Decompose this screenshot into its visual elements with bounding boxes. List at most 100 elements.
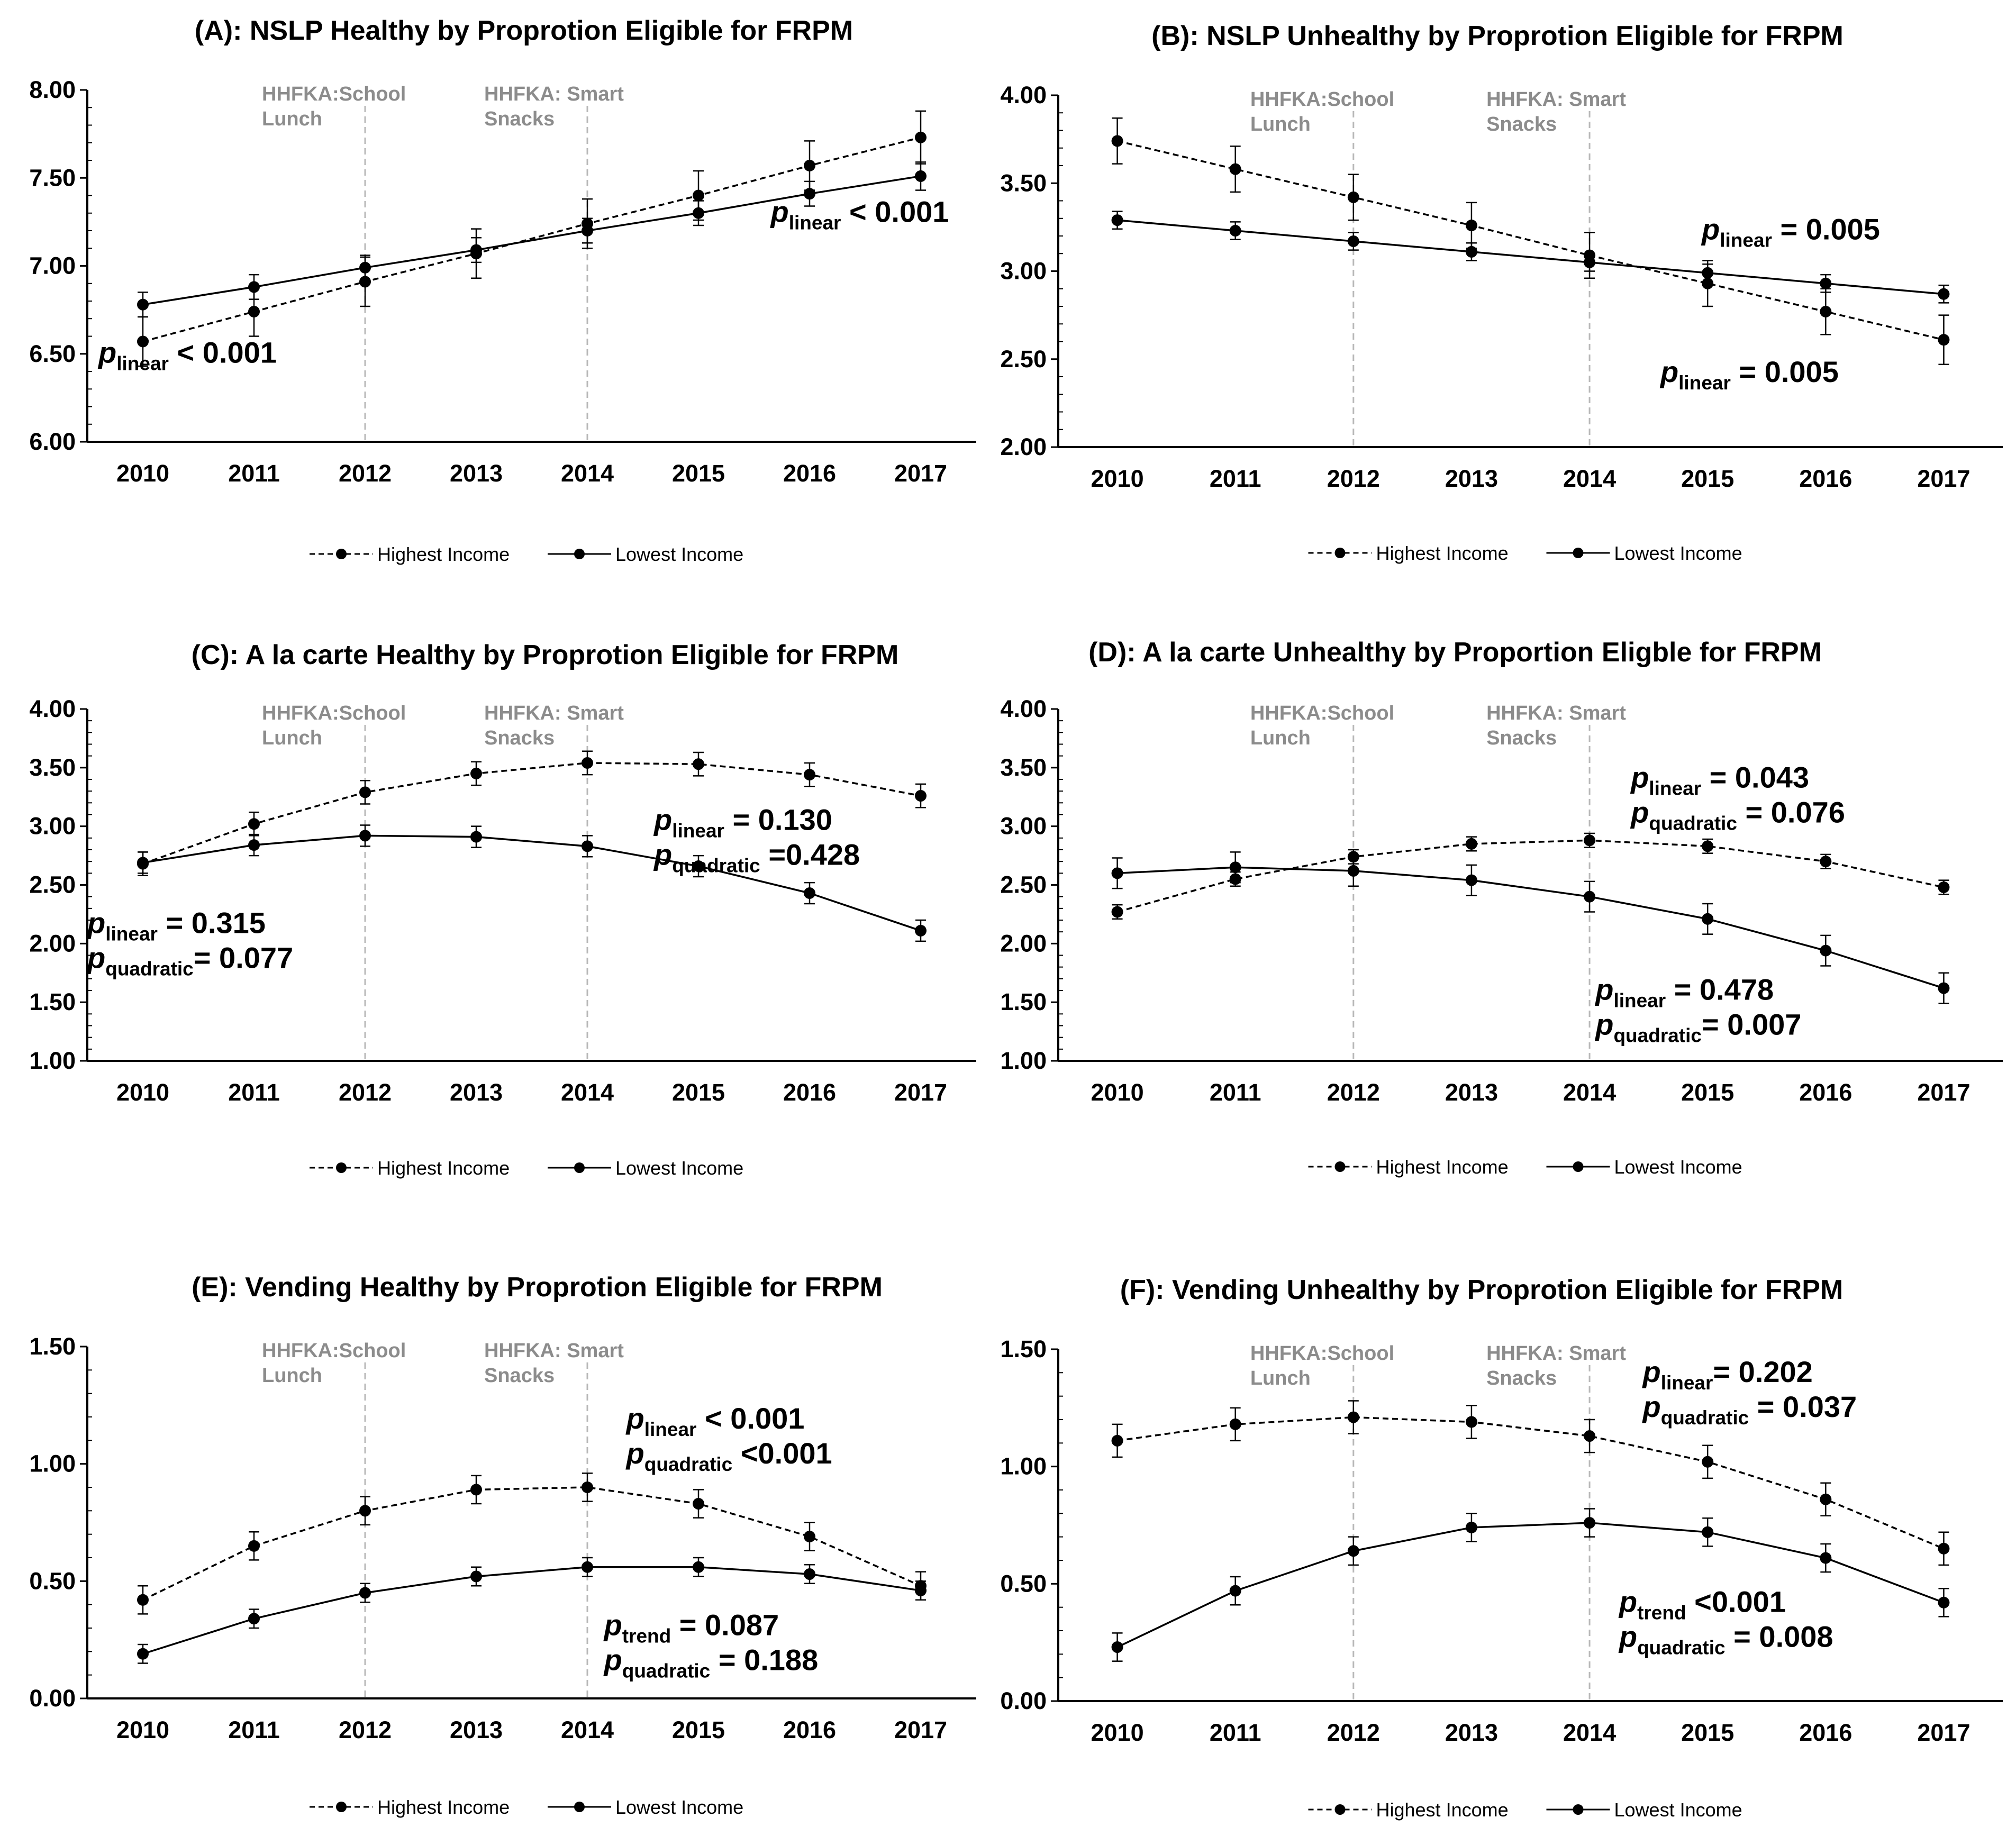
y-tick-label: 1.50: [29, 988, 76, 1015]
p-value: = 0.077: [194, 941, 293, 974]
data-point: [693, 1561, 704, 1573]
chart-title: (E): Vending Healthy by Proprotion Eligi…: [192, 1272, 883, 1303]
data-point: [359, 1505, 371, 1517]
data-point: [1229, 225, 1241, 237]
series-highest-income: [137, 1472, 927, 1615]
data-point: [1465, 874, 1477, 886]
legend-marker: [574, 549, 585, 559]
data-point: [1465, 1416, 1477, 1428]
p-value: = 0.076: [1737, 796, 1845, 829]
p-symbol: p: [1594, 973, 1613, 1006]
y-tick-label: 3.50: [1000, 169, 1047, 196]
y-tick-label: 2.00: [1000, 433, 1047, 460]
data-point: [1465, 246, 1477, 258]
p-subscript: linear: [105, 923, 158, 944]
x-tick-label: 2017: [1917, 1079, 1970, 1106]
data-point: [137, 1594, 149, 1606]
data-point: [693, 758, 704, 770]
x-tick-label: 2015: [1681, 1719, 1734, 1746]
event-label: HHFKA:School: [262, 1340, 406, 1362]
series-highest-income: [1111, 832, 1950, 920]
p-subscript: linear: [789, 212, 841, 233]
x-tick-label: 2017: [894, 1079, 947, 1106]
x-tick-label: 2014: [1563, 465, 1616, 492]
data-point: [1938, 1596, 1950, 1608]
p-value-annotation: plinear = 0.130: [653, 803, 832, 841]
legend: Highest Income Lowest Income: [1308, 1799, 1742, 1821]
data-point: [248, 1613, 260, 1625]
x-tick-label: 2016: [783, 1716, 836, 1743]
legend: Highest Income Lowest Income: [310, 1796, 743, 1818]
data-point: [248, 281, 260, 293]
data-point: [693, 189, 704, 202]
data-point: [248, 305, 260, 317]
p-symbol: p: [1659, 355, 1678, 388]
y-tick-label: 1.50: [29, 1333, 76, 1360]
x-tick-label: 2011: [1210, 1719, 1261, 1746]
p-value: = 0.188: [710, 1643, 818, 1676]
p-value-annotation: pquadratic = 0.076: [1630, 796, 1845, 834]
p-value: <0.001: [732, 1437, 832, 1470]
series-lowest-income: [1111, 1508, 1950, 1662]
event-label: HHFKA:School: [1250, 88, 1394, 111]
data-point: [804, 188, 815, 200]
p-value: = 0.005: [1772, 213, 1880, 246]
p-subscript: linear: [1720, 230, 1772, 251]
p-value-annotation: pquadratic <0.001: [625, 1437, 832, 1475]
p-symbol: p: [770, 195, 789, 228]
data-point: [1820, 1552, 1832, 1564]
x-tick-label: 2013: [450, 1716, 503, 1743]
data-point: [1347, 865, 1359, 877]
data-point: [1584, 256, 1596, 268]
x-tick-label: 2015: [1681, 465, 1734, 492]
legend: Highest Income Lowest Income: [310, 543, 743, 565]
p-value-annotation: plinear = 0.005: [1659, 355, 1839, 394]
y-tick-label: 0.00: [29, 1685, 76, 1712]
p-value: = 0.130: [724, 803, 832, 836]
panel-a: (A): NSLP Healthy by Proprotion Eligible…: [29, 15, 976, 565]
event-label: HHFKA: Smart: [484, 83, 624, 105]
legend-marker: [1573, 1804, 1584, 1815]
p-value: = 0.315: [158, 906, 266, 939]
series-line: [142, 762, 921, 865]
p-subscript: linear: [1678, 372, 1731, 394]
data-point: [1938, 982, 1950, 994]
p-value-annotation: plinear = 0.005: [1701, 213, 1880, 251]
y-tick-label: 0.50: [29, 1567, 76, 1594]
p-symbol: p: [1594, 1008, 1613, 1041]
x-tick-label: 2012: [339, 1716, 392, 1743]
p-value-annotation: pquadratic= 0.077: [86, 941, 293, 979]
data-point: [1347, 235, 1359, 247]
x-tick-label: 2012: [339, 460, 392, 487]
data-point: [915, 790, 927, 802]
y-tick-label: 2.50: [1000, 346, 1047, 372]
p-subscript: quadratic: [105, 958, 194, 979]
legend-label: Highest Income: [1376, 1156, 1509, 1178]
data-point: [359, 276, 371, 288]
series-line: [142, 1566, 921, 1655]
data-point: [804, 159, 815, 171]
y-tick-label: 3.00: [29, 813, 76, 840]
event-label: HHFKA: Smart: [1486, 1342, 1626, 1365]
p-value-annotation: plinear < 0.001: [97, 335, 277, 374]
legend-label: Highest Income: [377, 1157, 510, 1179]
legend-marker: [1334, 1161, 1346, 1172]
event-label: Snacks: [1486, 727, 1557, 749]
y-tick-label: 4.00: [1000, 81, 1047, 108]
data-point: [582, 840, 593, 852]
data-point: [1820, 305, 1832, 317]
data-point: [1820, 277, 1832, 289]
p-value-annotation: plinear= 0.202: [1641, 1355, 1812, 1394]
series-line: [142, 175, 921, 306]
p-value: = 0.008: [1726, 1620, 1833, 1653]
p-symbol: p: [1641, 1355, 1660, 1388]
legend-marker: [1334, 548, 1346, 558]
y-tick-label: 4.00: [29, 695, 76, 722]
p-symbol: p: [1630, 796, 1649, 829]
series-lowest-income: [1111, 211, 1950, 304]
event-label: Lunch: [262, 108, 322, 130]
series-line: [142, 834, 921, 932]
data-point: [359, 830, 371, 842]
data-point: [1820, 856, 1832, 868]
x-tick-label: 2010: [1091, 1079, 1144, 1106]
